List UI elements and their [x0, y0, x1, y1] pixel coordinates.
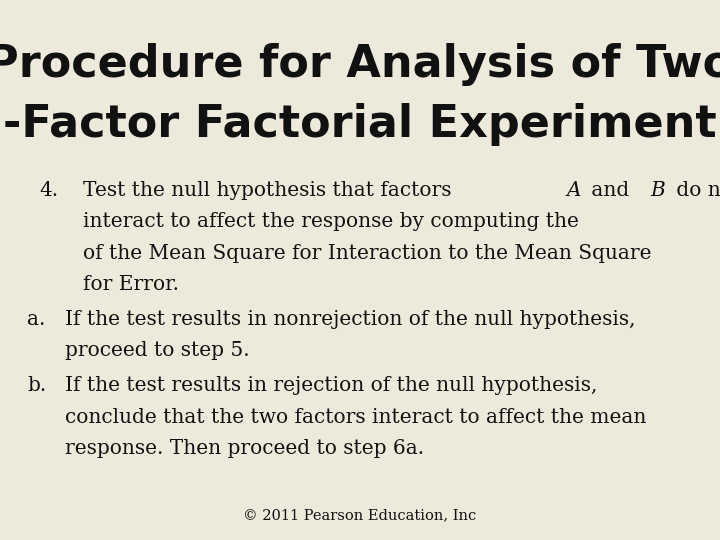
Text: for Error.: for Error. — [83, 275, 179, 294]
Text: A: A — [567, 181, 581, 200]
Text: If the test results in nonrejection of the null hypothesis,: If the test results in nonrejection of t… — [65, 310, 635, 329]
Text: Test the null hypothesis that factors: Test the null hypothesis that factors — [83, 181, 458, 200]
Text: B: B — [651, 181, 665, 200]
Text: © 2011 Pearson Education, Inc: © 2011 Pearson Education, Inc — [243, 509, 477, 523]
Text: Procedure for Analysis of Two: Procedure for Analysis of Two — [0, 43, 720, 86]
Text: do not: do not — [670, 181, 720, 200]
Text: and: and — [585, 181, 636, 200]
Text: of the Mean Square for Interaction to the Mean Square: of the Mean Square for Interaction to th… — [83, 244, 652, 262]
Text: a.: a. — [27, 310, 46, 329]
Text: 4.: 4. — [40, 181, 59, 200]
Text: conclude that the two factors interact to affect the mean: conclude that the two factors interact t… — [65, 408, 646, 427]
Text: proceed to step 5.: proceed to step 5. — [65, 341, 249, 360]
Text: interact to affect the response by computing the: interact to affect the response by compu… — [83, 212, 585, 231]
Text: If the test results in rejection of the null hypothesis,: If the test results in rejection of the … — [65, 376, 597, 395]
Text: response. Then proceed to step 6a.: response. Then proceed to step 6a. — [65, 439, 424, 458]
Text: -Factor Factorial Experiment: -Factor Factorial Experiment — [3, 103, 717, 146]
Text: b.: b. — [27, 376, 47, 395]
